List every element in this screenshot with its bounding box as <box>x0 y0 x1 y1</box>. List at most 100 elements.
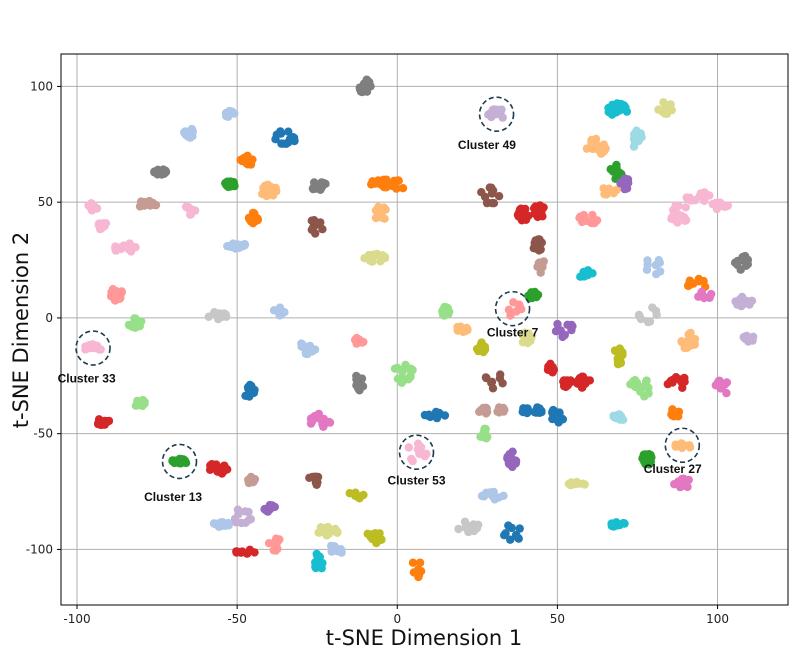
scatter-point <box>682 481 691 490</box>
x-tick-label: -100 <box>63 612 90 626</box>
cluster-60 <box>438 302 454 320</box>
scatter-point <box>135 202 145 211</box>
cluster-annotation-label: Cluster 7 <box>487 325 539 339</box>
scatter-point <box>337 548 346 557</box>
scatter-point <box>616 357 625 367</box>
scatter-point <box>494 493 504 502</box>
cluster-13 <box>94 219 111 234</box>
scatter-point <box>485 109 494 119</box>
cluster-26 <box>350 333 368 348</box>
cluster-56 <box>504 298 526 320</box>
y-tick-label: -50 <box>33 427 53 441</box>
cluster-44 <box>232 545 259 558</box>
scatter-point <box>648 303 657 312</box>
cluster-80 <box>582 134 610 158</box>
cluster-21 <box>106 285 126 305</box>
cluster-annotation-label: Cluster 27 <box>644 462 702 476</box>
scatter-point <box>580 480 589 489</box>
scatter-point <box>599 184 608 193</box>
cluster-16 <box>244 208 262 228</box>
scatter-point <box>680 343 689 353</box>
cluster-63 <box>559 376 575 392</box>
cluster-14 <box>111 239 140 256</box>
scatter-point <box>205 465 215 474</box>
scatter-point <box>587 138 596 147</box>
scatter-point <box>534 211 543 221</box>
scatter-point <box>477 188 486 197</box>
cluster-highlight-circle <box>494 290 531 327</box>
scatter-points <box>81 75 758 582</box>
cluster-67 <box>475 403 492 418</box>
scatter-point <box>85 202 95 212</box>
scatter-point <box>579 381 588 390</box>
scatter-point <box>413 439 423 448</box>
scatter-point <box>136 400 145 410</box>
scatter-point <box>515 524 524 533</box>
axis-ticks: -100 -50 0 50 100 -100 -50 0 50 100 <box>26 79 729 626</box>
scatter-point <box>496 370 505 379</box>
scatter-point <box>618 350 627 360</box>
cluster-17 <box>307 216 327 238</box>
cluster-annotation-label: Cluster 13 <box>144 490 202 504</box>
cluster-90 <box>642 256 665 279</box>
scatter-point <box>629 142 639 151</box>
scatter-point <box>682 193 691 202</box>
scatter-point <box>646 450 655 460</box>
scatter-point <box>614 168 623 177</box>
scatter-point <box>629 376 638 386</box>
scatter-point <box>667 105 676 115</box>
cluster-40 <box>345 488 368 503</box>
cluster-23 <box>204 308 231 324</box>
scatter-point <box>363 529 372 538</box>
scatter-point <box>246 389 255 398</box>
cluster-25 <box>297 339 320 359</box>
scatter-point <box>721 202 730 211</box>
scatter-point <box>743 255 753 264</box>
scatter-point <box>424 410 434 419</box>
scatter-point <box>318 225 327 234</box>
scatter-point <box>249 477 258 486</box>
cluster-18 <box>371 202 390 223</box>
scatter-point <box>673 218 682 227</box>
cluster-highlight-circle <box>398 434 435 471</box>
scatter-point <box>614 413 624 422</box>
cluster-30 <box>241 380 259 401</box>
scatter-point <box>519 405 528 415</box>
scatter-point <box>558 332 567 342</box>
scatter-point <box>685 281 694 290</box>
cluster-27 <box>81 340 105 354</box>
scatter-point <box>733 300 742 309</box>
scatter-point <box>674 375 684 384</box>
scatter-point <box>440 411 450 420</box>
scatter-point <box>642 376 651 385</box>
scatter-point <box>248 215 257 225</box>
scatter-point <box>489 199 499 208</box>
cluster-annotation-label: Cluster 53 <box>387 474 445 488</box>
scatter-point <box>404 443 413 452</box>
cluster-12 <box>84 199 102 215</box>
x-axis-label: t-SNE Dimension 1 <box>326 626 522 650</box>
scatter-point <box>599 140 608 149</box>
cluster-33 <box>306 409 335 431</box>
scatter-point <box>482 404 491 413</box>
scatter-point <box>263 180 273 190</box>
scatter-point <box>408 558 418 567</box>
scatter-point <box>687 341 696 350</box>
scatter-point <box>667 214 676 223</box>
scatter-point <box>527 293 537 303</box>
cluster-22 <box>124 314 146 332</box>
cluster-61 <box>481 370 507 393</box>
scatter-point <box>297 342 306 351</box>
scatter-point <box>223 242 232 251</box>
cluster-94 <box>731 292 757 311</box>
cluster-42 <box>314 522 342 540</box>
scatter-point <box>368 177 377 186</box>
cluster-1 <box>221 106 239 122</box>
scatter-point <box>513 210 523 220</box>
cluster-29 <box>93 415 114 430</box>
scatter-point <box>669 205 678 215</box>
scatter-point <box>357 374 367 383</box>
scatter-point <box>422 449 431 458</box>
scatter-point <box>380 214 389 223</box>
scatter-point <box>263 191 272 200</box>
